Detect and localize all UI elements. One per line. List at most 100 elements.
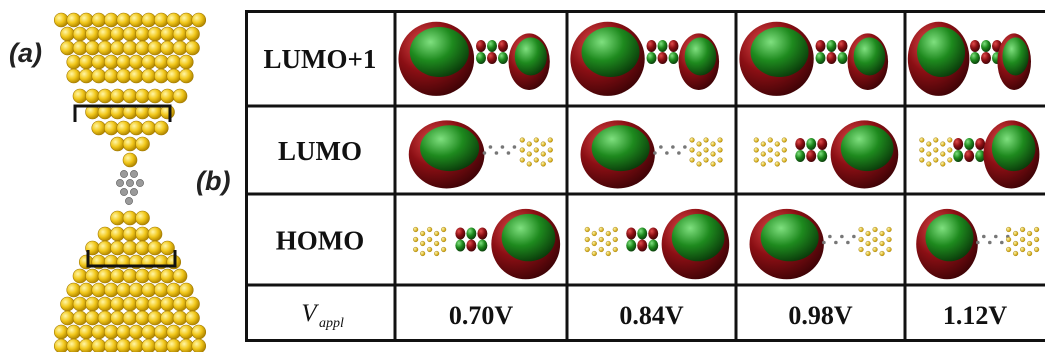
gold-atom: [185, 26, 200, 42]
gold-atom: [72, 296, 88, 312]
gold-atom: [66, 324, 82, 340]
gold-atom: [91, 282, 107, 298]
electrode-atom: [1027, 250, 1033, 257]
orbital-lobe-small: [815, 40, 826, 52]
gold-atom: [97, 296, 113, 312]
gold-atom: [147, 310, 163, 326]
voltage-value: 0.98V: [788, 301, 853, 330]
orbital-lobe-small: [826, 52, 837, 64]
electrode-atom: [717, 147, 723, 153]
electrode-atom: [858, 236, 864, 243]
molecule-atom: [982, 234, 986, 239]
gold-atom: [191, 12, 207, 28]
orbital-lobe-green: [501, 213, 556, 262]
gold-atom: [147, 40, 163, 56]
gold-atom: [160, 296, 175, 312]
orbital-lobe-small: [817, 138, 828, 150]
molecule-atom: [120, 188, 128, 196]
electrode-atom: [858, 226, 864, 233]
electrode-atom: [703, 157, 709, 163]
electrode-atom: [420, 230, 426, 237]
orbital-lobe-small: [826, 40, 837, 52]
orbital-plot: [580, 120, 723, 189]
gold-atom: [178, 282, 194, 298]
orbital-plot: [739, 21, 889, 96]
molecule-atom: [822, 240, 826, 245]
gold-atom: [72, 310, 88, 326]
gold-atom: [172, 268, 188, 284]
orbital-lobe-green: [671, 213, 725, 262]
orbital-lobe-small: [646, 52, 657, 64]
voltage-value: 0.84V: [619, 301, 684, 330]
molecule-atom: [659, 145, 663, 149]
electrode-atom: [760, 151, 766, 157]
gold-atom: [141, 54, 157, 70]
gold-atom: [147, 226, 163, 242]
gold-atom: [135, 296, 150, 312]
gold-atom: [153, 54, 169, 70]
gold-atom: [78, 324, 94, 340]
gold-atom: [72, 268, 88, 284]
electrode-atom: [879, 250, 885, 257]
electrode-atom: [420, 250, 426, 257]
gold-atom: [147, 296, 163, 312]
orbital-lobe-small: [498, 52, 508, 64]
gold-atom: [185, 296, 200, 312]
electrode-atom: [926, 141, 932, 147]
electrode-atom: [1013, 240, 1019, 247]
electrode-atom: [940, 141, 946, 147]
electrode-atom: [753, 157, 759, 163]
molecule-atom: [976, 240, 980, 245]
orbital-lobe-green: [684, 37, 717, 76]
electrode-atom: [933, 147, 939, 153]
orbital-lobe-small: [981, 52, 991, 64]
molecule-atom: [677, 151, 681, 155]
electrode-atom: [605, 250, 611, 257]
gold-atom: [78, 12, 94, 28]
electrode-atom: [774, 161, 780, 167]
gold-atom: [116, 338, 132, 352]
molecule-atom: [828, 234, 832, 239]
electrode-atom: [696, 161, 702, 167]
electrode-atom: [612, 246, 618, 253]
orbital-plot: [749, 208, 892, 280]
orbital-lobe-small: [487, 52, 497, 64]
orbital-lobe-small: [953, 150, 964, 162]
gold-atom: [60, 296, 75, 312]
gold-atom: [128, 54, 144, 70]
orbital-lobe-green: [514, 37, 547, 76]
electrode-atom: [933, 137, 939, 143]
gold-atom: [172, 40, 188, 56]
electrode-atom: [584, 236, 590, 243]
row-label: LUMO+1: [264, 44, 377, 74]
orbital-lobe-green: [840, 125, 894, 172]
electrode-atom: [591, 250, 597, 257]
electrode-atom: [717, 137, 723, 143]
gold-atom: [141, 12, 157, 28]
gold-atom: [185, 310, 200, 326]
molecule-atom: [852, 234, 856, 239]
gold-atom: [160, 26, 175, 42]
electrode-atom: [919, 137, 925, 143]
gold-atom: [122, 296, 138, 312]
gold-atom: [135, 40, 150, 56]
gold-atom: [97, 88, 113, 104]
gold-atom: [91, 54, 107, 70]
gold-atom: [135, 268, 150, 284]
electrode-atom: [441, 236, 447, 243]
electrode-atom: [753, 147, 759, 153]
electrode-atom: [519, 157, 525, 163]
voltage-value: 1.12V: [943, 301, 1008, 330]
molecule-atom: [846, 240, 850, 245]
electrode-atom: [547, 157, 553, 163]
orbital-lobe-small: [668, 40, 679, 52]
molecule-atom: [512, 145, 517, 149]
gold-atom: [60, 310, 75, 326]
electrode-atom: [519, 147, 525, 153]
electrode-atom: [926, 151, 932, 157]
electrode-atom: [933, 157, 939, 163]
gold-atom: [153, 68, 169, 84]
orbital-lobe-small: [476, 52, 486, 64]
gold-atom: [166, 338, 182, 352]
electrode-atom: [886, 236, 892, 243]
